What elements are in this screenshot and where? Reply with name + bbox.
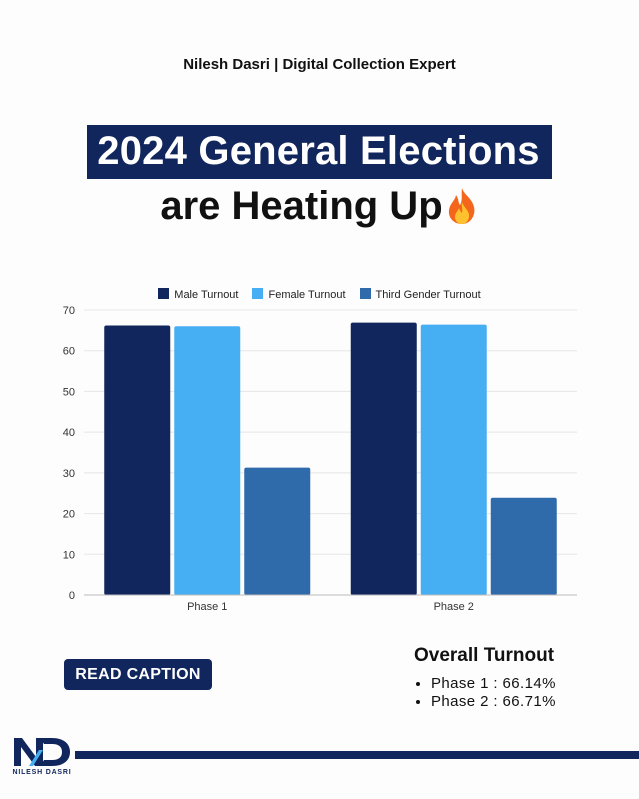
turnout-chart: Male Turnout Female Turnout Third Gender T… (0, 280, 639, 620)
x-tick-label: Phase 2 (434, 601, 474, 613)
bar (244, 467, 311, 595)
x-tick-label: Phase 1 (187, 601, 227, 613)
overall-turnout: Overall Turnout Phase 1 : 66.14% Phase 2… (414, 645, 556, 711)
y-tick-label: 60 (63, 346, 75, 358)
bar (174, 326, 241, 595)
legend-swatch (359, 288, 371, 299)
y-tick-label: 70 (63, 305, 75, 317)
list-item: Phase 1 : 66.14% (431, 675, 556, 693)
bar (350, 322, 417, 595)
page-subtitle: are Heating Up (160, 184, 443, 228)
footer-bar (75, 751, 639, 759)
list-item: Phase 2 : 66.71% (431, 693, 556, 711)
brand-logo: NILESH DASRI (10, 736, 74, 776)
legend-label: Female Turnout (268, 289, 346, 301)
y-tick-label: 20 (63, 509, 75, 521)
nd-logo-icon (14, 738, 70, 766)
byline: Nilesh Dasri | Digital Collection Expert (183, 56, 456, 73)
overall-title: Overall Turnout (414, 645, 555, 666)
overall-list: Phase 1 : 66.14% Phase 2 : 66.71% (414, 675, 556, 711)
bar (420, 324, 487, 595)
title-block: 2024 General Elections (0, 125, 639, 179)
y-tick-label: 40 (63, 427, 75, 439)
legend-swatch (158, 288, 170, 299)
bar (104, 325, 171, 595)
chart-plot: 0 10 20 30 40 50 60 70 Phase 1 Phase 2 (63, 305, 577, 613)
bar (490, 497, 557, 595)
read-caption-button[interactable]: READ CAPTION (64, 659, 212, 690)
y-tick-label: 50 (63, 386, 75, 398)
fire-icon (445, 186, 479, 226)
y-tick-label: 10 (63, 549, 75, 561)
legend-label: Male Turnout (174, 289, 239, 301)
logo-text: NILESH DASRI (12, 769, 72, 776)
y-tick-label: 30 (63, 468, 75, 480)
y-tick-label: 0 (69, 590, 75, 602)
page-title: 2024 General Elections (87, 125, 552, 179)
chart-legend: Male Turnout Female Turnout Third Gender T… (0, 288, 639, 301)
legend-item: Female Turnout (252, 288, 346, 301)
legend-item: Male Turnout (158, 288, 238, 301)
legend-item: Third Gender Turnout (359, 288, 481, 301)
subtitle-row: are Heating Up (0, 182, 639, 230)
legend-swatch (252, 288, 264, 299)
legend-label: Third Gender Turnout (375, 289, 481, 301)
